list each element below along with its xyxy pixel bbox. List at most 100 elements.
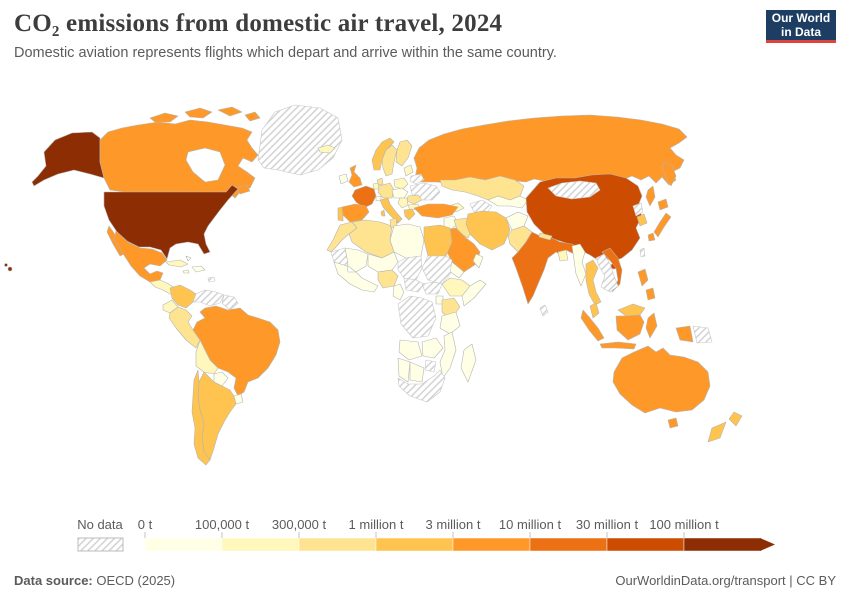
country-malaysia-peninsular[interactable] [589, 302, 600, 319]
country-philippines-luzon[interactable] [637, 268, 649, 287]
country-angola[interactable] [398, 339, 423, 361]
country-west-africa[interactable] [333, 261, 379, 293]
country-indonesia-sulawesi[interactable] [645, 312, 658, 339]
country-new-zealand-north[interactable] [728, 411, 743, 427]
country-taiwan[interactable] [639, 247, 646, 258]
country-iran[interactable] [465, 210, 511, 251]
country-hawaii-1[interactable] [4, 263, 8, 267]
country-russia[interactable] [413, 114, 688, 186]
country-germany[interactable] [377, 182, 395, 199]
country-botswana[interactable] [409, 361, 425, 383]
country-vietnam[interactable] [601, 247, 623, 293]
country-ireland[interactable] [338, 173, 349, 185]
country-norway[interactable] [371, 137, 395, 171]
country-baltic-states[interactable] [403, 164, 414, 177]
legend-bucket-7[interactable] [683, 537, 762, 552]
country-cuba[interactable] [165, 259, 189, 268]
country-italy-sardinia[interactable] [380, 209, 386, 217]
country-russia-kamchatka[interactable] [661, 161, 677, 187]
country-bahamas[interactable] [185, 255, 192, 262]
cc-by-link[interactable]: CC BY [796, 572, 836, 588]
country-brazil[interactable] [192, 305, 281, 397]
country-japan-hokkaido[interactable] [657, 198, 669, 211]
country-south-korea[interactable] [636, 213, 648, 227]
country-libya[interactable] [389, 223, 425, 259]
country-belarus[interactable] [409, 173, 425, 185]
country-myanmar[interactable] [571, 243, 587, 287]
country-sweden[interactable] [381, 144, 398, 177]
country-indonesia-papua[interactable] [675, 325, 694, 343]
country-sri-lanka[interactable] [539, 304, 549, 317]
country-thailand[interactable] [585, 259, 602, 306]
country-canada-newfoundland[interactable] [235, 184, 251, 195]
country-japan-honshu[interactable] [653, 212, 672, 238]
country-hispaniola[interactable] [191, 265, 206, 273]
legend-bucket-6[interactable] [606, 537, 685, 552]
country-greenland[interactable] [257, 104, 343, 176]
country-cameroon-gabon[interactable] [392, 283, 405, 301]
country-australia-tasmania[interactable] [667, 417, 679, 429]
country-portugal[interactable] [337, 206, 344, 222]
country-south-africa[interactable] [397, 369, 446, 403]
country-mexico[interactable] [113, 230, 168, 283]
country-mali[interactable] [344, 247, 369, 273]
country-france[interactable] [351, 185, 377, 209]
country-nepal[interactable] [538, 232, 553, 241]
legend-bucket-5[interactable] [529, 537, 608, 552]
legend-bucket-1[interactable] [221, 537, 300, 552]
country-nigeria[interactable] [377, 269, 399, 289]
country-iceland[interactable] [317, 144, 336, 154]
country-mozambique[interactable] [439, 331, 457, 379]
country-laos-cambodia[interactable] [595, 253, 619, 293]
country-chile[interactable] [191, 369, 211, 466]
country-russia-sakhalin[interactable] [645, 185, 656, 207]
country-malaysia-borneo[interactable] [617, 303, 646, 317]
country-paraguay[interactable] [213, 371, 229, 387]
country-japan-kyushu[interactable] [647, 232, 656, 242]
country-zambia[interactable] [421, 337, 444, 359]
country-united-kingdom[interactable] [348, 164, 363, 188]
country-turkey[interactable] [413, 203, 459, 219]
country-alaska[interactable] [31, 131, 105, 187]
country-canada-island-3[interactable] [217, 106, 243, 117]
country-australia[interactable] [612, 345, 711, 414]
country-indonesia-java[interactable] [599, 341, 637, 350]
country-dr-congo[interactable] [397, 295, 437, 339]
country-argentina[interactable] [197, 371, 237, 461]
country-central-african-republic[interactable] [403, 277, 425, 293]
country-central-europe[interactable] [391, 187, 409, 199]
owid-transport-link[interactable]: OurWorldinData.org/transport [615, 572, 786, 588]
country-poland[interactable] [393, 177, 409, 190]
country-guyana[interactable] [221, 294, 239, 311]
legend-no-data-swatch[interactable] [77, 537, 124, 552]
country-finland[interactable] [395, 139, 413, 167]
country-egypt[interactable] [423, 224, 453, 257]
country-canada-island-2[interactable] [184, 107, 213, 119]
country-chad[interactable] [397, 255, 423, 281]
country-papua-new-guinea[interactable] [692, 325, 713, 344]
legend-bucket-2[interactable] [298, 537, 377, 552]
owid-logo[interactable]: Our World in Data [766, 10, 836, 43]
country-syria[interactable] [443, 215, 459, 231]
legend-bucket-4[interactable] [452, 537, 531, 552]
country-hawaii-2[interactable] [7, 266, 13, 272]
country-new-zealand-south[interactable] [707, 421, 727, 443]
country-balkans[interactable] [397, 197, 409, 209]
country-north-korea[interactable] [632, 202, 644, 217]
country-venezuela[interactable] [192, 289, 225, 307]
country-philippines-mindanao[interactable] [645, 287, 656, 301]
country-china[interactable] [525, 173, 643, 263]
legend-bucket-0[interactable] [144, 537, 223, 552]
country-zimbabwe[interactable] [424, 359, 437, 373]
country-somalia[interactable] [461, 279, 487, 307]
country-benelux[interactable] [372, 182, 380, 190]
country-namibia[interactable] [397, 357, 411, 383]
country-turkmenistan[interactable] [469, 199, 493, 215]
country-mongolia[interactable] [547, 180, 601, 200]
country-canada-island-1[interactable] [149, 112, 179, 123]
country-indonesia-kalimantan[interactable] [615, 314, 645, 341]
country-jamaica[interactable] [182, 269, 190, 274]
country-greece[interactable] [403, 208, 416, 221]
country-caribbean-islands[interactable] [207, 276, 216, 283]
country-uruguay[interactable] [233, 393, 244, 405]
